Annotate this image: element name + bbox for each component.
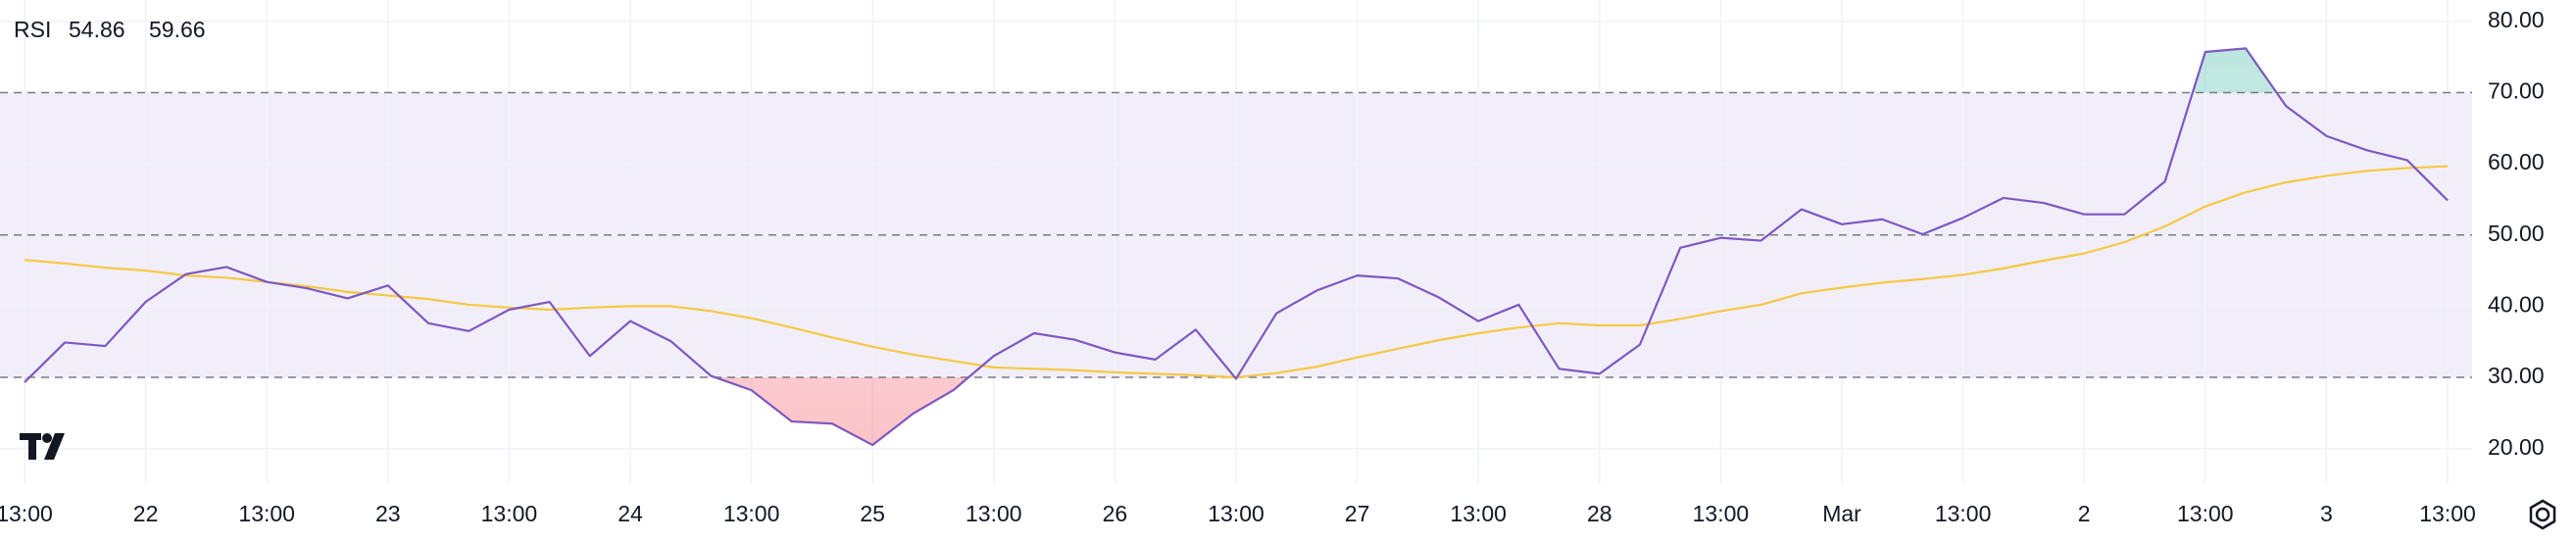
x-tick-label: 13:00 — [2177, 501, 2234, 526]
x-tick-label: 13:00 — [723, 501, 780, 526]
settings-icon[interactable] — [2529, 499, 2556, 530]
x-tick-label: 13:00 — [1693, 501, 1750, 526]
x-tick-label: 13:00 — [1208, 501, 1264, 526]
line — [24, 47, 2449, 447]
y-tick-label: 20.00 — [2488, 434, 2545, 460]
x-tick-label: 13:00 — [481, 501, 538, 526]
x-tick-label: 13:00 — [0, 501, 53, 526]
x-tick-label: 13:00 — [1450, 501, 1507, 526]
y-tick-label: 40.00 — [2488, 291, 2545, 317]
x-tick-label: 24 — [618, 501, 643, 526]
logo — [20, 433, 65, 460]
x-tick-label: 13:00 — [238, 501, 295, 526]
y-tick-label: 80.00 — [2488, 7, 2545, 32]
x-tick-label: 3 — [2320, 501, 2333, 526]
indicator-name: RSI — [14, 17, 51, 42]
y-tick-label: 50.00 — [2488, 221, 2545, 246]
plot — [0, 0, 2472, 484]
x-tick-label: 13:00 — [2419, 501, 2476, 526]
y-tick-label: 70.00 — [2488, 78, 2545, 104]
x-tick-label: 13:00 — [1935, 501, 1992, 526]
x-tick-label: 23 — [375, 501, 401, 526]
x-tick-label: 26 — [1103, 501, 1128, 526]
x-tick-label: 27 — [1345, 501, 1370, 526]
x-tick-label: 28 — [1587, 501, 1612, 526]
x-tick-label: 25 — [860, 501, 885, 526]
x-tick-label: Mar — [1822, 501, 1861, 526]
x-tick-label: 22 — [133, 501, 159, 526]
y-tick-label: 30.00 — [2488, 363, 2545, 388]
x-tick-label: 13:00 — [966, 501, 1022, 526]
readout: 59.66 — [149, 17, 206, 42]
y-tick-label: 60.00 — [2488, 149, 2545, 174]
readout: 54.86 — [69, 17, 125, 42]
x-tick-label: 2 — [2078, 501, 2091, 526]
